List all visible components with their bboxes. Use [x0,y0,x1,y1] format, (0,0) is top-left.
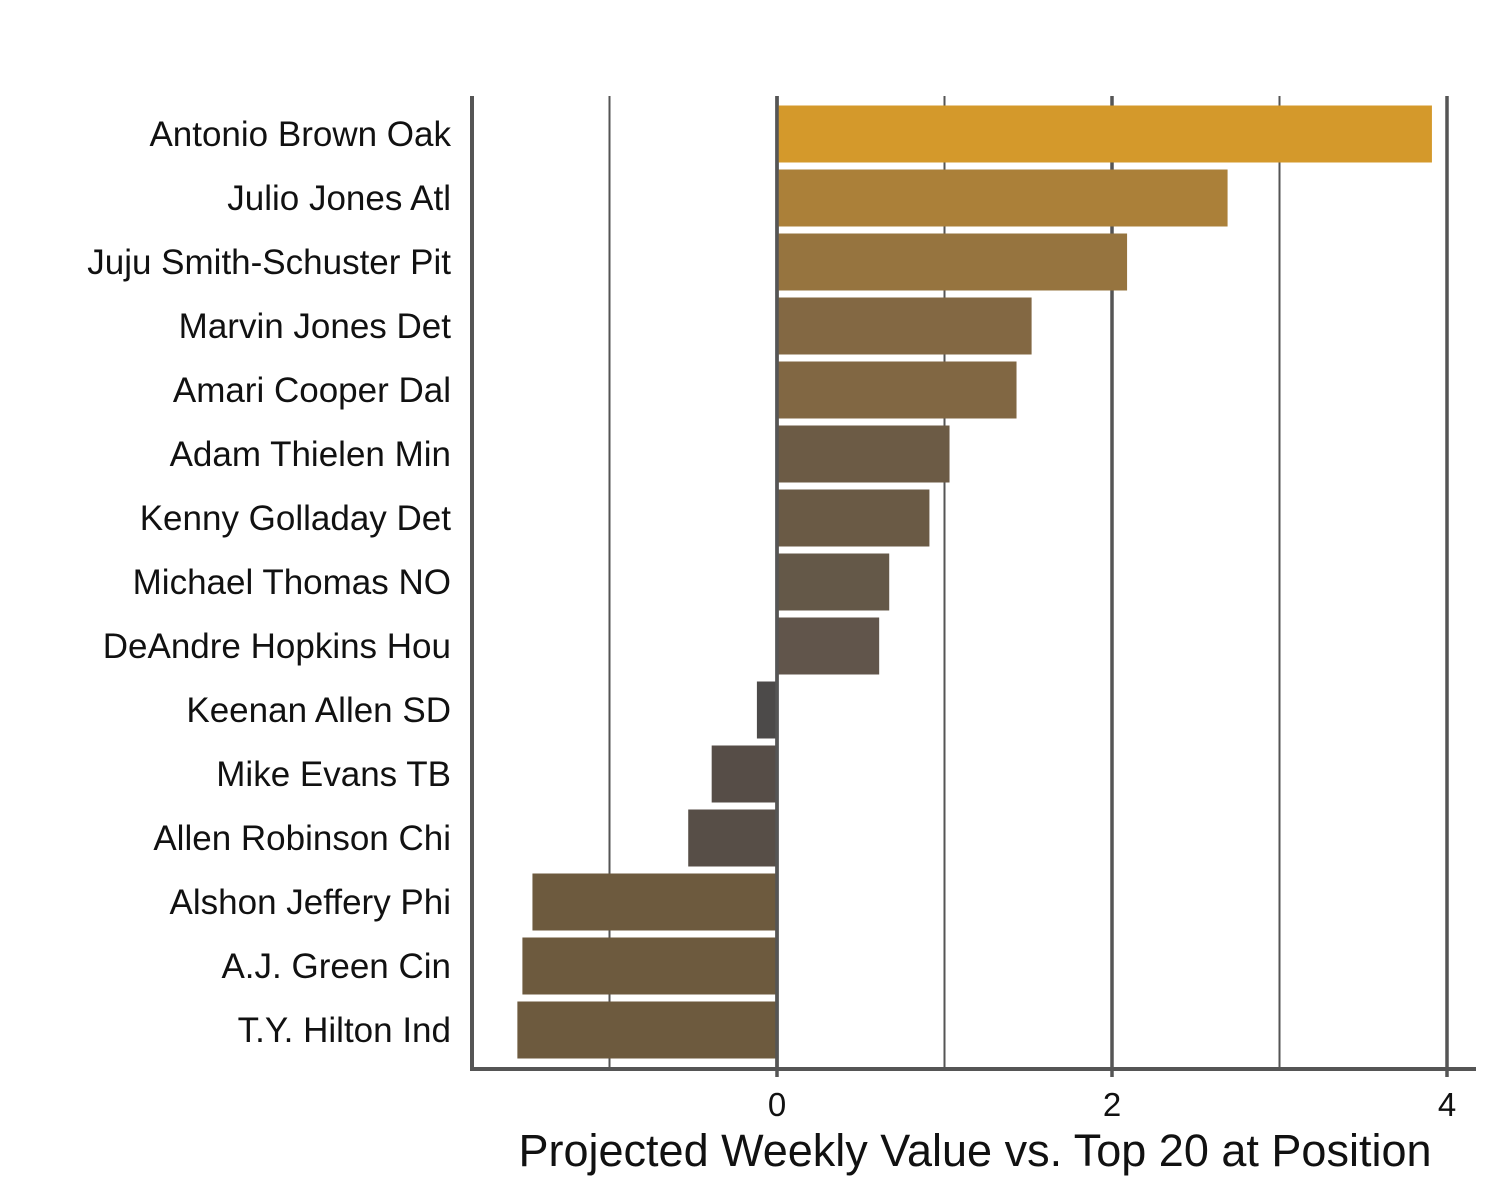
bar [777,105,1432,163]
category-label: Julio Jones Atl [227,179,451,218]
category-label: DeAndre Hopkins Hou [103,627,451,666]
axes [470,96,1476,1071]
bar [777,297,1032,355]
bar [517,1001,777,1059]
category-label: Antonio Brown Oak [149,115,451,154]
category-label: Michael Thomas NO [133,563,451,602]
bar [777,233,1128,291]
category-label: Kenny Golladay Det [140,499,452,538]
x-tick-label: 4 [1438,1086,1456,1123]
category-label: A.J. Green Cin [221,947,451,986]
category-label: Marvin Jones Det [179,307,452,346]
category-label: Amari Cooper Dal [173,371,451,410]
bar [777,425,950,483]
bar [522,937,777,995]
category-label: Allen Robinson Chi [153,819,451,858]
bar [777,361,1017,419]
bar [532,873,777,931]
category-label: Alshon Jeffery Phi [170,883,451,922]
x-axis-title: Projected Weekly Value vs. Top 20 at Pos… [518,1125,1431,1176]
tick-labels: 0 2 4 [768,1069,1456,1123]
x-tick-label: 2 [1103,1086,1121,1123]
category-label: Mike Evans TB [216,755,451,794]
bars [517,105,1432,1059]
bar [711,745,777,803]
x-tick-label: 0 [768,1086,786,1123]
bar [777,617,880,675]
bar [688,809,777,867]
category-label: Adam Thielen Min [170,435,451,474]
category-labels: Antonio Brown Oak Julio Jones Atl Juju Smi… [87,115,451,1050]
bar [777,169,1228,227]
category-label: Juju Smith-Schuster Pit [87,243,451,282]
bar [777,489,930,547]
bar [777,553,890,611]
bar [756,681,777,739]
category-label: T.Y. Hilton Ind [238,1011,451,1050]
category-label: Keenan Allen SD [186,691,451,730]
